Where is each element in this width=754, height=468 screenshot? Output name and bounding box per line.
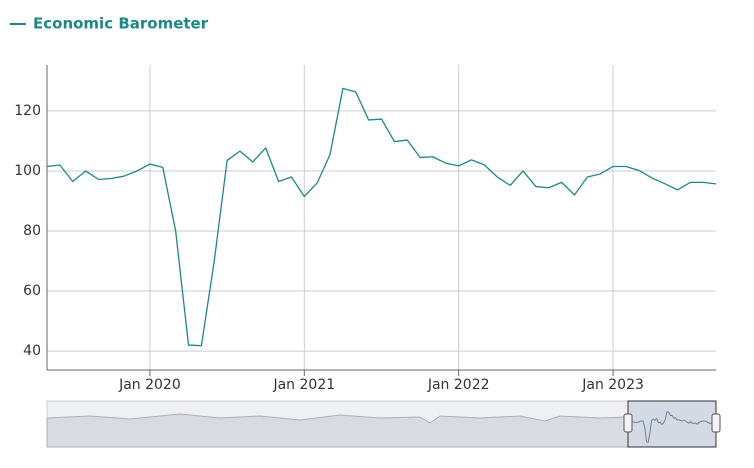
y-tick-label: 40	[23, 343, 41, 359]
navigator-series	[627, 411, 717, 443]
navigator-handle[interactable]	[711, 413, 721, 433]
plot	[46, 87, 717, 347]
x-tick-label: Jan 2021	[272, 377, 335, 393]
navigator-line	[627, 411, 717, 443]
grid: 40 60 80 100 120 Jan 2020 Jan 2021 Jan 2022 Jan …	[14, 65, 716, 393]
x-tick-label: Jan 2023	[581, 377, 644, 393]
x-tick-label: Jan 2020	[118, 377, 181, 393]
x-tick-label: Jan 2022	[427, 377, 490, 393]
y-tick-label: 100	[14, 163, 41, 179]
navigator-window[interactable]	[627, 400, 717, 448]
navigator-handle[interactable]	[623, 413, 633, 433]
y-tick-label: 60	[23, 283, 41, 299]
y-tick-label: 120	[14, 103, 41, 119]
legend-label[interactable]: Economic Barometer	[33, 15, 209, 33]
navigator-history	[46, 413, 629, 448]
line	[46, 87, 717, 347]
y-tick-label: 80	[23, 223, 41, 239]
navigator[interactable]	[46, 400, 721, 448]
